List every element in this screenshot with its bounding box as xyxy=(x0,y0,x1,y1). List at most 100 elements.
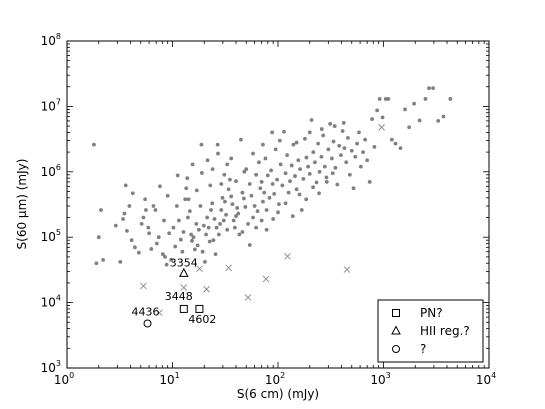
data-point xyxy=(192,247,197,252)
data-point xyxy=(210,201,215,206)
data-point xyxy=(255,209,260,214)
data-point xyxy=(219,208,224,212)
data-point xyxy=(242,169,247,174)
data-point xyxy=(156,235,161,240)
data-point xyxy=(423,97,428,101)
data-point xyxy=(331,139,336,144)
data-point xyxy=(153,208,158,212)
data-point xyxy=(214,225,219,230)
x-tick-label: 104 xyxy=(476,371,496,387)
data-point xyxy=(197,227,201,232)
data-point xyxy=(218,221,222,226)
data-point xyxy=(344,160,349,165)
data-point xyxy=(254,225,258,230)
data-point xyxy=(232,225,237,230)
data-point xyxy=(277,202,281,207)
data-point xyxy=(164,262,169,267)
data-point xyxy=(261,199,265,204)
data-point xyxy=(375,108,380,113)
data-point xyxy=(311,185,315,190)
data-point xyxy=(226,187,231,192)
y-tick-labels: 103 104 105 106 107 108 xyxy=(41,32,61,375)
data-point xyxy=(386,97,391,101)
x-tick-label: 100 xyxy=(54,371,74,387)
data-point xyxy=(313,160,317,165)
data-point xyxy=(139,221,144,226)
y-tick-label: 106 xyxy=(41,163,61,179)
data-point xyxy=(283,201,288,206)
data-point xyxy=(304,197,309,202)
data-point xyxy=(275,177,279,182)
data-point xyxy=(317,191,321,196)
data-point xyxy=(200,249,205,254)
data-point xyxy=(158,184,162,189)
data-point xyxy=(130,191,135,196)
data-point xyxy=(205,215,210,220)
y-axis-label: S(60 μm) (mJy) xyxy=(15,159,29,250)
data-point xyxy=(317,169,322,174)
data-point xyxy=(234,214,238,219)
cross-point xyxy=(262,275,270,283)
data-point xyxy=(252,204,257,208)
data-point xyxy=(171,225,176,230)
data-point xyxy=(219,182,224,186)
data-point xyxy=(358,164,363,169)
data-point xyxy=(271,217,276,221)
data-point xyxy=(96,235,101,240)
data-point xyxy=(293,174,297,178)
data-point xyxy=(321,133,326,138)
data-point xyxy=(367,180,372,184)
data-point xyxy=(270,182,275,186)
data-point xyxy=(393,141,398,146)
data-point xyxy=(265,173,270,178)
data-point xyxy=(184,186,189,191)
data-point xyxy=(227,177,232,182)
data-point xyxy=(235,206,240,210)
data-point xyxy=(236,211,241,216)
cross-point xyxy=(140,282,147,290)
data-point xyxy=(178,237,183,242)
data-point xyxy=(263,156,268,161)
data-point xyxy=(99,208,103,212)
data-point xyxy=(144,208,148,212)
data-point xyxy=(212,217,217,221)
data-point xyxy=(309,118,314,122)
data-point xyxy=(324,175,329,180)
data-point xyxy=(190,162,195,167)
data-point xyxy=(363,137,368,142)
triangle-point xyxy=(178,267,189,277)
data-point xyxy=(209,208,213,212)
data-point xyxy=(251,151,255,156)
data-point xyxy=(141,215,146,220)
data-point xyxy=(194,188,199,193)
data-point xyxy=(146,225,151,230)
x-axis-label: S(6 cm) (mJy) xyxy=(237,387,319,401)
cross-point xyxy=(156,309,163,317)
legend-label: PN? xyxy=(420,306,443,320)
data-point xyxy=(211,238,216,243)
data-point xyxy=(180,249,185,254)
data-point xyxy=(200,171,204,175)
data-point xyxy=(204,232,208,237)
square-point xyxy=(179,304,188,313)
cross-point xyxy=(180,284,188,291)
data-point xyxy=(294,187,299,192)
data-point xyxy=(249,193,254,198)
data-point xyxy=(151,204,156,208)
data-point xyxy=(412,101,416,106)
data-point xyxy=(230,202,235,207)
data-point xyxy=(240,230,245,234)
data-point xyxy=(122,211,127,216)
data-point xyxy=(121,217,125,221)
data-point xyxy=(377,97,382,101)
data-point xyxy=(398,146,403,151)
data-point xyxy=(380,115,385,120)
axis-ticks xyxy=(66,40,490,369)
data-point xyxy=(201,223,206,228)
data-point xyxy=(319,127,324,131)
point-annotations: 3448 4602 3354 4436 xyxy=(132,256,217,326)
data-point xyxy=(251,215,255,220)
data-point xyxy=(191,235,196,240)
data-point xyxy=(187,209,192,214)
